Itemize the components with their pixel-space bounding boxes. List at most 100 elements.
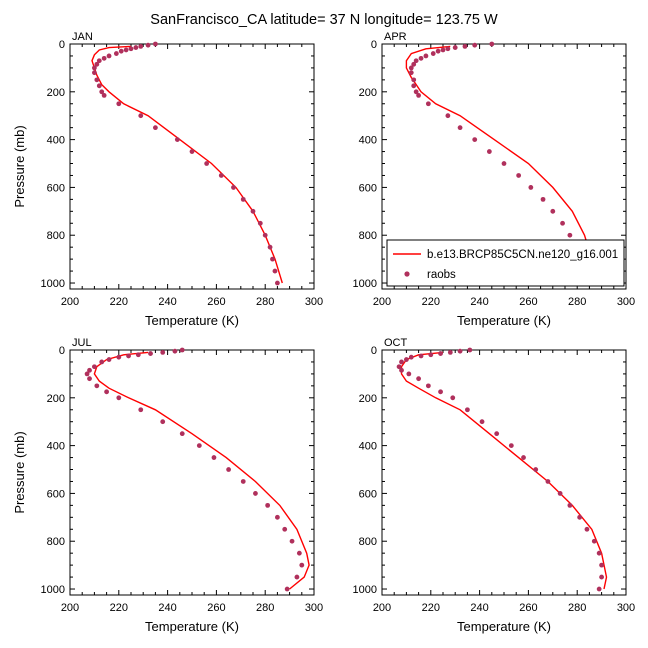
raobs-point	[135, 352, 141, 358]
raobs-point	[438, 351, 443, 356]
raobs-point	[591, 538, 597, 544]
y-tick-label: 1000	[353, 278, 377, 290]
y-tick-label: 200	[47, 393, 65, 405]
raobs-point	[84, 371, 90, 377]
raobs-point	[472, 137, 478, 143]
raobs-point	[457, 348, 463, 354]
raobs-point	[413, 58, 419, 64]
raobs-point	[408, 70, 414, 76]
raobs-point	[521, 455, 526, 460]
raobs-point	[416, 92, 421, 98]
raobs-point	[218, 173, 224, 178]
raobs-point	[153, 41, 158, 47]
raobs-point	[560, 220, 565, 226]
y-tick-label: 600	[359, 488, 377, 500]
raobs-point	[557, 491, 563, 496]
y-tick-label: 0	[371, 345, 377, 357]
raobs-point	[123, 47, 129, 53]
raobs-point	[540, 196, 546, 202]
raobs-point	[99, 89, 105, 95]
raobs-point	[411, 77, 417, 83]
x-axis-label: Temperature (K)	[145, 313, 239, 328]
raobs-point	[508, 443, 514, 449]
raobs-point	[113, 51, 119, 56]
raobs-point	[116, 101, 122, 107]
x-tick-label: 260	[207, 602, 225, 614]
raobs-point	[148, 351, 153, 356]
raobs-point	[447, 349, 453, 355]
raobs-point	[299, 562, 305, 568]
x-tick-label: 280	[568, 602, 586, 614]
raobs-point	[87, 367, 92, 373]
y-tick-label: 600	[359, 182, 377, 194]
raobs-point	[174, 137, 180, 143]
raobs-point	[257, 220, 263, 226]
raobs-point	[289, 538, 295, 544]
raobs-point	[404, 357, 409, 362]
raobs-point	[294, 574, 300, 580]
raobs-point	[128, 46, 134, 52]
raobs-point	[396, 364, 402, 370]
panel-jan: 200 220 240 260 280 300 0 200 400 600 800 1000 Tempe…	[12, 31, 323, 328]
model-profile-line	[91, 45, 283, 284]
raobs-point	[101, 55, 107, 61]
raobs-point	[596, 586, 602, 592]
raobs-point	[275, 280, 280, 286]
x-tick-label: 280	[568, 296, 586, 308]
raobs-point	[501, 161, 507, 166]
raobs-point	[452, 45, 458, 50]
raobs-point	[467, 347, 473, 353]
raobs-point	[516, 173, 522, 178]
raobs-point	[550, 208, 556, 214]
raobs-point	[106, 357, 112, 362]
raobs-point	[99, 359, 105, 365]
raobs-point	[94, 383, 100, 389]
raobs-point	[160, 419, 166, 425]
raobs-point	[406, 371, 412, 377]
raobs-point	[596, 550, 602, 556]
raobs-point	[138, 407, 144, 413]
raobs-point	[275, 514, 280, 520]
raobs-point	[599, 562, 604, 568]
raobs-point	[196, 443, 202, 449]
y-axis-label: Pressure (mb)	[12, 431, 27, 513]
x-tick-label: 220	[110, 602, 128, 614]
raobs-point	[101, 92, 107, 98]
x-tick-label: 280	[256, 602, 274, 614]
raobs-point	[92, 65, 97, 71]
panel-jul: 200 220 240 260 280 300 0 200 400 600 800 1000 Tempe…	[12, 337, 323, 634]
raobs-point	[92, 364, 97, 370]
raobs-point	[545, 479, 551, 484]
x-tick-label: 200	[373, 602, 391, 614]
raobs-point	[457, 125, 463, 131]
y-tick-label: 0	[59, 39, 65, 51]
raobs-point	[87, 376, 92, 382]
raobs-point	[204, 161, 210, 166]
y-tick-label: 400	[47, 441, 65, 453]
x-tick-label: 200	[61, 602, 79, 614]
x-tick-label: 260	[519, 602, 537, 614]
raobs-point	[489, 41, 495, 47]
y-tick-label: 800	[359, 230, 377, 242]
y-tick-label: 0	[59, 345, 65, 357]
raobs-point	[599, 574, 604, 580]
raobs-point	[282, 526, 288, 532]
x-tick-label: 220	[422, 602, 440, 614]
x-tick-label: 260	[519, 296, 537, 308]
y-tick-label: 800	[47, 536, 65, 548]
y-tick-label: 400	[359, 441, 377, 453]
raobs-point	[411, 83, 417, 89]
raobs-point	[267, 244, 273, 250]
panel-label: JAN	[72, 31, 93, 43]
raobs-point	[440, 47, 446, 53]
panel-label: APR	[384, 31, 407, 43]
raobs-point	[479, 419, 485, 425]
raobs-point	[577, 514, 583, 520]
raobs-point	[418, 55, 424, 61]
x-axis-label: Temperature (K)	[145, 619, 239, 634]
x-tick-label: 240	[470, 296, 488, 308]
raobs-point	[240, 479, 246, 484]
raobs-point	[486, 149, 492, 154]
raobs-point	[179, 347, 185, 353]
raobs-point	[160, 349, 166, 355]
